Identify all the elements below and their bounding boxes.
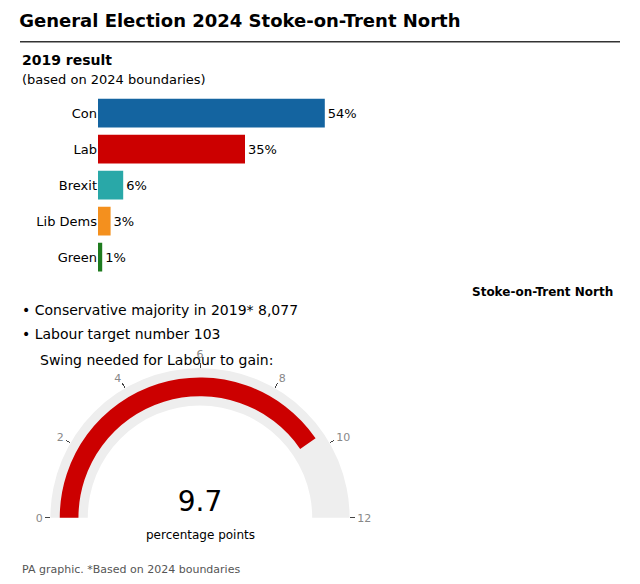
svg-text:3%: 3%: [114, 214, 135, 229]
svg-text:6%: 6%: [126, 178, 147, 193]
svg-text:2019 result: 2019 result: [22, 52, 112, 68]
svg-text:6: 6: [197, 348, 204, 361]
svg-text:Lab: Lab: [74, 142, 97, 157]
svg-text:Con: Con: [72, 106, 97, 121]
svg-text:12: 12: [357, 512, 371, 525]
svg-text:10: 10: [336, 431, 350, 444]
svg-text:35%: 35%: [248, 142, 277, 157]
svg-text:Lib Dems: Lib Dems: [36, 214, 97, 229]
svg-text:4: 4: [114, 372, 121, 385]
svg-text:General Election 2024 Stoke-on: General Election 2024 Stoke-on-Trent Nor…: [19, 10, 460, 31]
svg-text:Stoke-on-Trent North: Stoke-on-Trent North: [472, 285, 613, 299]
svg-text:(based on 2024 boundaries): (based on 2024 boundaries): [22, 72, 206, 87]
svg-text:Brexit: Brexit: [59, 178, 97, 193]
svg-text:0: 0: [36, 512, 43, 525]
svg-text:PA graphic. *Based on 2024 bou: PA graphic. *Based on 2024 boundaries: [22, 563, 240, 576]
svg-text:2: 2: [57, 431, 64, 444]
svg-text:Green: Green: [58, 250, 97, 265]
svg-text:• Conservative majority in 201: • Conservative majority in 2019* 8,077: [22, 302, 298, 318]
svg-text:1%: 1%: [105, 250, 126, 265]
svg-text:9.7: 9.7: [178, 485, 223, 518]
svg-text:• Labour target number 103: • Labour target number 103: [22, 326, 220, 342]
svg-text:54%: 54%: [328, 106, 357, 121]
svg-text:percentage points: percentage points: [146, 528, 255, 542]
svg-text:Swing needed for Labour to gai: Swing needed for Labour to gain:: [40, 352, 273, 368]
svg-text:8: 8: [279, 372, 286, 385]
